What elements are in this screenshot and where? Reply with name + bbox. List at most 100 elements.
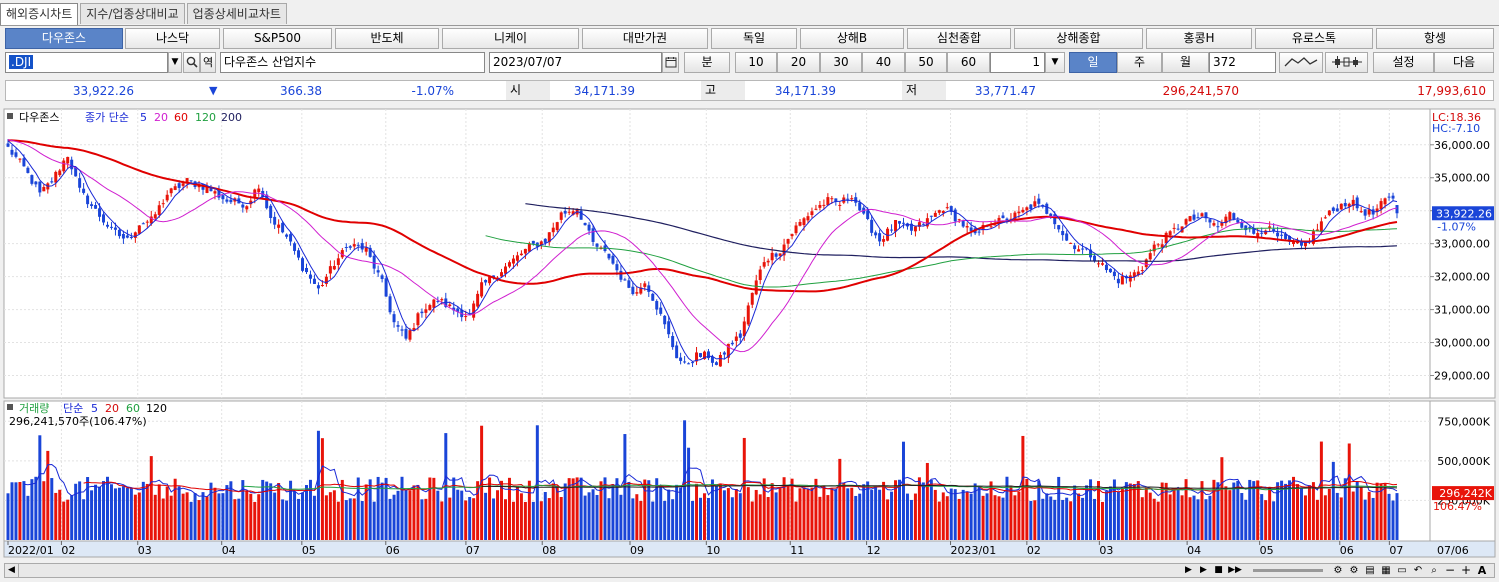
chart-scrollbar[interactable]: ◀ ▶ ▶ ■ ▶▶ ⚙ ⚙ ▤ ▦ ▭ ↶ ⌕ − + A [4, 563, 1495, 578]
volume-bar [1236, 480, 1240, 540]
code-input[interactable]: .DJI [5, 52, 168, 73]
volume-bar [1148, 492, 1152, 540]
history-icon[interactable]: 역 [200, 52, 216, 73]
volume-bar [523, 501, 527, 540]
candle-body [265, 194, 269, 209]
scroll-right-icon[interactable]: ▶ [1185, 565, 1192, 575]
interval-60-button[interactable]: 60 [947, 52, 990, 73]
market-button-hongkong-h[interactable]: 홍콩H [1146, 28, 1252, 49]
zoom-out-icon[interactable]: − [1444, 563, 1456, 577]
history-nav-icon[interactable]: ↶ [1413, 565, 1423, 576]
volume-bar [289, 480, 293, 540]
volume-bar [905, 493, 909, 540]
play-icon[interactable]: ▶ [1200, 565, 1207, 575]
interval-30-button[interactable]: 30 [820, 52, 862, 73]
candle-body [1120, 276, 1124, 285]
volume-bar [794, 501, 798, 540]
step-dropdown-icon[interactable]: ▼ [1045, 52, 1065, 73]
candle-body [121, 233, 125, 239]
gear-icon[interactable]: ⚙ [1333, 565, 1343, 576]
volume-bar [945, 496, 949, 540]
market-button-taiwan[interactable]: 대만가권 [582, 28, 708, 49]
month-label: 02 [61, 544, 75, 557]
market-button-germany[interactable]: 독일 [711, 28, 797, 49]
volume-bar [1240, 493, 1244, 540]
scroll-left-icon[interactable]: ◀ [5, 564, 19, 577]
month-button[interactable]: 월 [1162, 52, 1209, 73]
settings-button[interactable]: 설정 [1373, 52, 1434, 73]
search-icon[interactable] [183, 52, 200, 73]
candle-body [173, 186, 177, 190]
window-icon[interactable]: ▭ [1397, 565, 1407, 576]
interval-10-button[interactable]: 10 [735, 52, 777, 73]
market-button-shanghai[interactable]: 상해종합 [1014, 28, 1143, 49]
next-button[interactable]: 다음 [1434, 52, 1494, 73]
candle-body [949, 206, 953, 212]
market-button-hangseng[interactable]: 항셍 [1376, 28, 1494, 49]
chart-svg[interactable]: 36,000.0035,000.0034,000.0033,000.0032,0… [0, 107, 1499, 563]
interval-50-button[interactable]: 50 [905, 52, 947, 73]
open-label: 시 [506, 81, 550, 100]
volume-bar [631, 498, 635, 540]
gear-icon-2[interactable]: ⚙ [1349, 565, 1359, 576]
candle-body [161, 203, 165, 205]
week-button[interactable]: 주 [1117, 52, 1162, 73]
market-button-semiconductor[interactable]: 반도체 [335, 28, 439, 49]
volume-bar [1216, 482, 1220, 540]
market-button-dow[interactable]: 다우존스 [5, 28, 123, 49]
candle-body [332, 266, 336, 270]
candle-body [1319, 221, 1323, 232]
chart-type-icon[interactable]: ▤ [1365, 565, 1375, 576]
volume-bar [1049, 496, 1053, 540]
candle-body [74, 167, 78, 177]
candle-body [396, 325, 400, 327]
line-chart-icon[interactable] [1279, 52, 1323, 73]
fast-forward-icon[interactable]: ▶▶ [1228, 565, 1242, 575]
candle-body [26, 167, 30, 173]
candle-body [726, 343, 730, 358]
volume-bar [285, 500, 289, 540]
zoom-in-icon[interactable]: + [1460, 563, 1472, 577]
volume-bar [197, 500, 201, 540]
interval-20-button[interactable]: 20 [777, 52, 820, 73]
text-size-icon[interactable]: A [1477, 564, 1487, 577]
day-button[interactable]: 일 [1069, 52, 1117, 73]
minute-button[interactable]: 분 [684, 52, 730, 73]
calendar-icon[interactable] [662, 52, 679, 73]
layout-icon[interactable]: ▦ [1381, 565, 1391, 576]
volume-bar [786, 486, 790, 540]
zoom-icon[interactable]: ⌕ [1431, 565, 1437, 576]
volume-bar [1244, 499, 1248, 540]
candle-body [209, 186, 213, 192]
zoom-slider[interactable] [1253, 569, 1323, 572]
market-button-nikkei[interactable]: 니케이 [442, 28, 579, 49]
chart-area[interactable]: 36,000.0035,000.0034,000.0033,000.0032,0… [0, 107, 1499, 563]
volume-bar [989, 481, 993, 540]
market-button-shenzhen[interactable]: 심천종합 [907, 28, 1011, 49]
market-button-eurostoxx[interactable]: 유로스톡 [1255, 28, 1373, 49]
market-button-nasdaq[interactable]: 나스닥 [125, 28, 220, 49]
candle-body [1073, 245, 1077, 250]
count-input[interactable]: 372 [1209, 52, 1276, 73]
tab-index-compare[interactable]: 지수/업종상대비교 [80, 3, 185, 24]
market-button-sp500[interactable]: S&P500 [223, 28, 332, 49]
candle-body [1252, 228, 1256, 234]
candle-body [563, 210, 567, 214]
candle-body [1104, 264, 1108, 271]
tab-sector-compare[interactable]: 업종상세비교차트 [186, 3, 287, 24]
market-button-shanghai-b[interactable]: 상해B [800, 28, 904, 49]
tab-overseas-chart[interactable]: 해외증시차트 [0, 3, 79, 26]
code-dropdown-icon[interactable]: ▼ [168, 52, 182, 73]
vol-legend-ma60: 60 [126, 402, 140, 415]
volume-bar [308, 479, 312, 540]
stop-icon[interactable]: ■ [1214, 565, 1223, 575]
step-input[interactable]: 1 [990, 52, 1045, 73]
volume-bar [1327, 488, 1331, 540]
volume-bar [404, 490, 408, 540]
candle-icon[interactable] [1325, 52, 1368, 73]
volume-bar [1073, 485, 1077, 540]
candle-body [1033, 201, 1037, 207]
interval-40-button[interactable]: 40 [862, 52, 905, 73]
date-input[interactable]: 2023/07/07 [489, 52, 662, 73]
current-price-label: 33,922.26 [1436, 207, 1492, 220]
